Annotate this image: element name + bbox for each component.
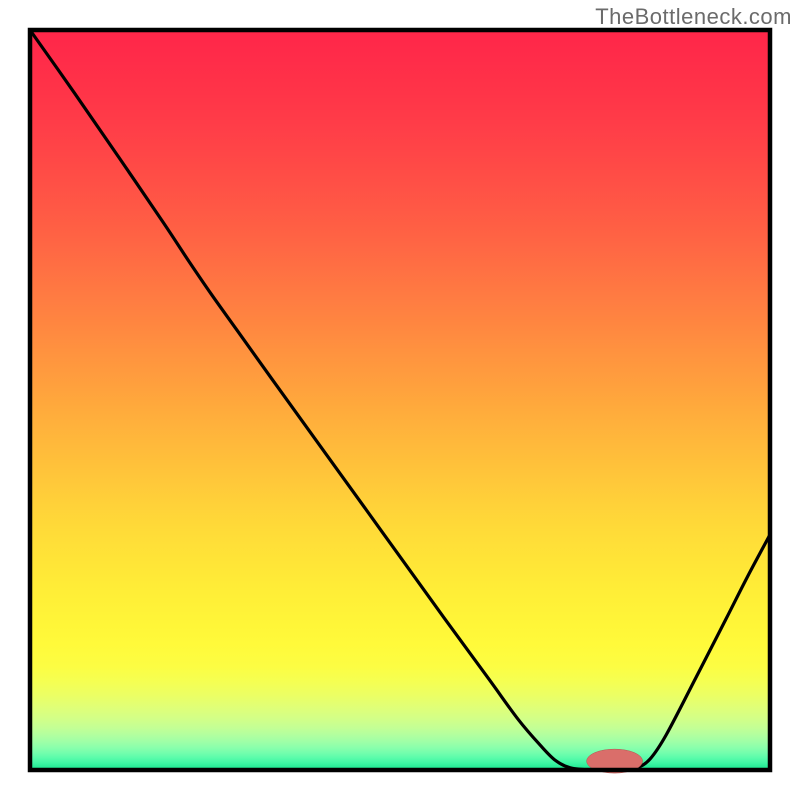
watermark-text: TheBottleneck.com <box>595 4 792 30</box>
chart-background-gradient <box>30 30 770 770</box>
bottleneck-chart <box>0 0 800 800</box>
